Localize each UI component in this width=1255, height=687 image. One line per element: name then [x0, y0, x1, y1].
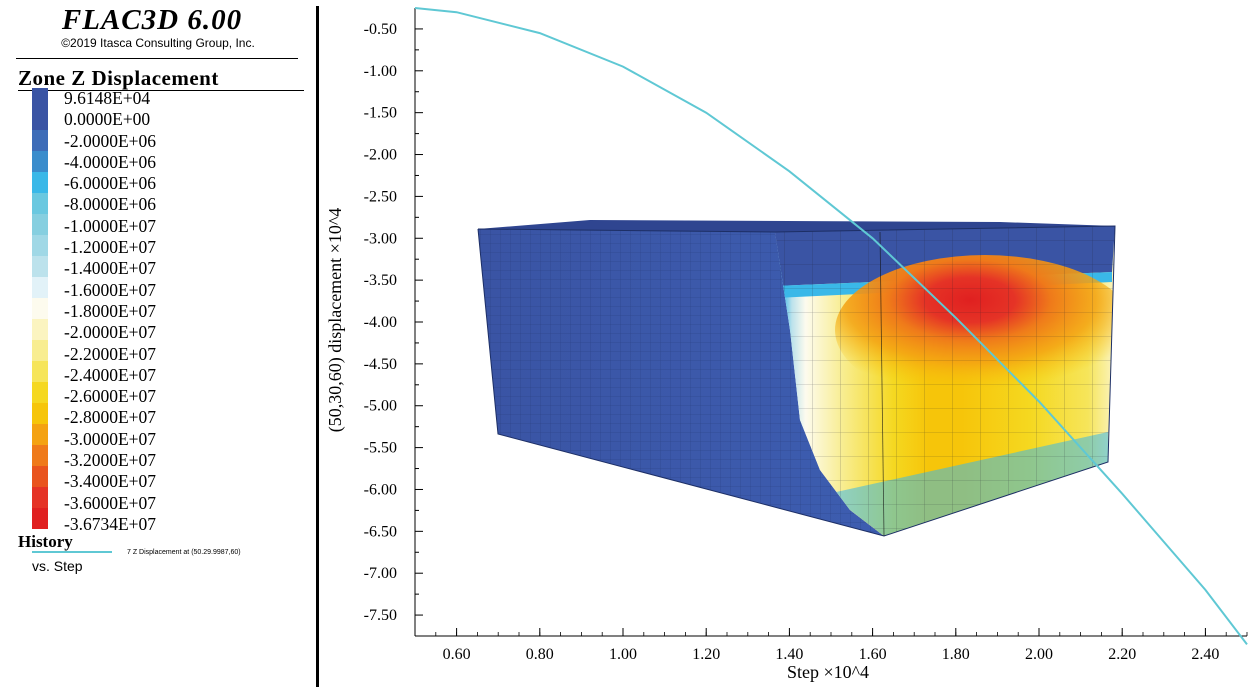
legend-labels: 9.6148E+04 0.0000E+00 -2.0000E+06 -4.0000E+…	[64, 88, 156, 535]
legend-label: -2.6000E+07	[64, 386, 157, 407]
legend-swatch	[32, 130, 48, 151]
history-line-swatch	[32, 551, 112, 553]
x-tick-label: 1.20	[692, 646, 720, 663]
legend-label: -3.0000E+07	[64, 428, 157, 449]
legend-swatch	[32, 340, 48, 361]
legend-label: -1.8000E+07	[64, 300, 157, 321]
legend-swatch	[32, 508, 48, 529]
legend-label: -8.0000E+06	[64, 194, 157, 215]
y-tick-label: -3.00	[364, 230, 397, 247]
history-title: History	[18, 532, 73, 551]
legend-swatch	[32, 235, 48, 256]
y-tick-label: -5.50	[364, 440, 397, 457]
y-ticks: -0.50 -1.00 -1.50 -2.00 -2.50 -3.00 -3.50 -4.00…	[364, 21, 423, 637]
legend-label: -2.0000E+06	[64, 130, 157, 151]
x-tick-label: 1.40	[775, 646, 803, 663]
history-series-line	[414, 7, 1248, 646]
y-tick-label: -2.50	[364, 188, 397, 205]
y-axis-title: (50,30,60) displacement ×10^4	[325, 208, 346, 433]
legend-label: -1.6000E+07	[64, 279, 157, 300]
y-tick-label: -5.00	[364, 398, 397, 415]
y-tick-label: -4.00	[364, 314, 397, 331]
x-tick-label: 2.20	[1108, 646, 1136, 663]
legend-label: 0.0000E+00	[64, 109, 151, 130]
legend-label: -3.6734E+07	[64, 513, 157, 534]
legend-swatch	[32, 109, 48, 130]
x-tick-label: 0.80	[526, 646, 554, 663]
x-ticks: 0.60 0.80 1.00 1.20 1.40 1.60 1.80 2.00 2.20 2.40	[414, 628, 1248, 663]
legend-label: -6.0000E+06	[64, 173, 157, 194]
x-tick-label: 2.00	[1025, 646, 1053, 663]
legend-swatch	[32, 466, 48, 487]
legend-swatch	[32, 298, 48, 319]
legend-swatch	[32, 445, 48, 466]
legend-divider	[18, 90, 304, 91]
legend-panel: FLAC3D 6.00 ©2019 Itasca Consulting Grou…	[0, 0, 316, 687]
y-tick-label: -1.50	[364, 105, 397, 122]
history-entry-label: 7 Z Displacement at (50.29.9987,60)	[127, 549, 241, 556]
legend-label: 9.6148E+04	[64, 88, 151, 108]
legend-title: Zone Z Displacement	[18, 66, 219, 90]
y-tick-label: -0.50	[364, 21, 397, 38]
x-tick-label: 0.60	[443, 646, 471, 663]
legend-swatch	[32, 88, 48, 109]
model-edge	[879, 231, 885, 537]
legend-label: -1.2000E+07	[64, 237, 157, 258]
model-left-face-mesh	[478, 229, 884, 536]
title-divider	[16, 58, 298, 59]
legend-swatch	[32, 403, 48, 424]
history-vs-label: vs. Step	[32, 558, 83, 574]
legend-label: -2.8000E+07	[64, 407, 157, 428]
x-tick-label: 1.80	[942, 646, 970, 663]
legend-label: -1.4000E+07	[64, 258, 157, 279]
y-tick-label: -7.00	[364, 565, 397, 582]
x-tick-label: 1.00	[609, 646, 637, 663]
legend-swatch	[32, 382, 48, 403]
legend-swatch	[32, 256, 48, 277]
y-tick-label: -2.00	[364, 147, 397, 164]
model-outline	[477, 225, 1116, 537]
legend-color-bar	[32, 88, 48, 529]
legend-label: -2.2000E+07	[64, 343, 157, 364]
legend-label: -3.2000E+07	[64, 450, 157, 471]
legend-swatch	[32, 214, 48, 235]
y-tick-label: -4.50	[364, 356, 397, 373]
x-tick-label: 2.40	[1191, 646, 1219, 663]
x-axis-title: Step ×10^4	[787, 662, 869, 682]
legend-label: -3.6000E+07	[64, 492, 157, 513]
y-tick-label: -6.50	[364, 523, 397, 540]
legend-label: -2.0000E+07	[64, 322, 157, 343]
series-layer	[414, 7, 1248, 646]
legend-label: -1.0000E+07	[64, 215, 157, 236]
y-tick-label: -7.50	[364, 607, 397, 624]
legend-label: -2.4000E+07	[64, 364, 157, 385]
legend-label: -3.4000E+07	[64, 471, 157, 492]
app-title: FLAC3D 6.00	[61, 4, 243, 36]
panel-divider	[316, 6, 319, 687]
model-3d-view	[477, 220, 1116, 537]
legend-swatch	[32, 424, 48, 445]
legend-swatch	[32, 172, 48, 193]
x-tick-label: 1.60	[859, 646, 887, 663]
y-tick-label: -3.50	[364, 272, 397, 289]
legend-swatch	[32, 361, 48, 382]
legend-swatch	[32, 193, 48, 214]
legend-swatch	[32, 487, 48, 508]
legend-swatch	[32, 277, 48, 298]
y-tick-label: -6.00	[364, 481, 397, 498]
legend-label: -4.0000E+06	[64, 151, 157, 172]
legend-swatch	[32, 151, 48, 172]
legend-swatch	[32, 319, 48, 340]
copyright-text: ©2019 Itasca Consulting Group, Inc.	[61, 36, 255, 50]
y-tick-label: -1.00	[364, 63, 397, 80]
model-top-face	[478, 220, 1115, 232]
